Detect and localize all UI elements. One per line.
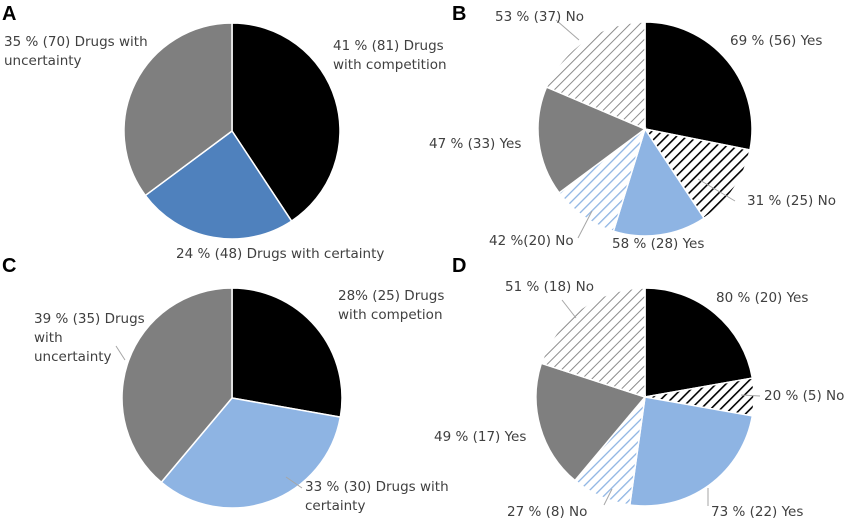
pie-charts: 41 % (81) Drugs with competition 24 % (48)… <box>4 9 844 520</box>
pie-b-label-3: 58 % (28) Yes <box>612 236 704 252</box>
pie-a-slice-2 <box>144 129 293 240</box>
pie-d-slice-5 <box>535 362 647 482</box>
pie-d-label-6-line-1: 51 % (18) No <box>505 279 594 295</box>
pie-d-label-4-line-1: 27 % (8) No <box>507 504 587 520</box>
pie-a-label-3: 35 % (70) Drugs with uncertainty <box>4 34 148 69</box>
pie-a-label-1: 41 % (81) Drugs with competition <box>333 38 447 73</box>
pie-b-label-6: 53 % (37) No <box>495 9 584 25</box>
pie-a-label-3-line-1: 35 % (70) Drugs with <box>4 34 148 50</box>
pie-c-label-3: 39 % (35) Drugs with uncertainty <box>34 311 145 365</box>
pie-d-slice-3 <box>628 396 754 507</box>
pie-b-leader-4 <box>577 210 593 239</box>
pie-c-slice-3 <box>121 287 233 484</box>
pie-c-label-2-line-2: certainty <box>305 498 365 514</box>
pie-b-label-6-line-1: 53 % (37) No <box>495 9 584 25</box>
pie-d-slice-6 <box>540 287 646 399</box>
pie-c-slice-2 <box>160 397 342 509</box>
pie-d-label-2: 20 % (5) No <box>764 388 844 404</box>
pie-b-slice-5 <box>537 86 647 194</box>
pie-b-slice-2 <box>643 127 751 220</box>
panel-letter-c: C <box>2 255 16 277</box>
pie-d-label-1-line-1: 80 % (20) Yes <box>716 290 808 306</box>
pie-d-label-3: 73 % (22) Yes <box>711 504 803 520</box>
pie-b-label-4: 42 %(20) No <box>489 233 574 249</box>
pie-d-label-4: 27 % (8) No <box>507 504 587 520</box>
pie-d-slice-1 <box>644 287 754 398</box>
pie-a-label-1-line-1: 41 % (81) Drugs <box>333 38 444 54</box>
pie-b-label-2: 31 % (25) No <box>747 193 836 209</box>
pie-d-label-3-line-1: 73 % (22) Yes <box>711 504 803 520</box>
pie-c-label-3-line-1: 39 % (35) Drugs <box>34 311 145 327</box>
pie-a-label-2-line-1: 24 % (48) Drugs with certainty <box>176 246 384 262</box>
pie-a-label-2: 24 % (48) Drugs with certainty <box>176 246 384 262</box>
pie-c-label-1: 28% (25) Drugs with competion <box>338 288 444 323</box>
pie-c-label-1-line-1: 28% (25) Drugs <box>338 288 444 304</box>
pie-d-label-5: 49 % (17) Yes <box>434 429 526 445</box>
pie-d-leader-2 <box>740 394 761 397</box>
pie-b-leader-2 <box>697 178 736 202</box>
pie-chart-c: 28% (25) Drugs with competion 33 % (30) Dr… <box>34 287 449 514</box>
panel-letter-a: A <box>2 3 16 25</box>
pie-d-label-6: 51 % (18) No <box>505 279 594 295</box>
pie-b-label-1: 69 % (56) Yes <box>730 33 822 49</box>
pie-a-slice-3 <box>123 22 233 197</box>
pie-d-label-2-line-1: 20 % (5) No <box>764 388 844 404</box>
pie-chart-d: 80 % (20) Yes 20 % (5) No 73 % (22) Yes 27 … <box>434 279 844 520</box>
pie-d-leader-6 <box>561 299 577 319</box>
panel-letter-b: B <box>452 3 466 25</box>
pie-c-label-3-line-2: with <box>34 330 63 346</box>
pie-a-label-1-line-2: with competition <box>333 57 447 73</box>
pie-b-leader-6 <box>555 19 580 41</box>
pie-b-label-5: 47 % (33) Yes <box>429 136 521 152</box>
pie-d-label-5-line-1: 49 % (17) Yes <box>434 429 526 445</box>
pie-chart-a: 41 % (81) Drugs with competition 24 % (48)… <box>4 22 447 262</box>
pie-a-label-3-line-2: uncertainty <box>4 53 82 69</box>
pie-chart-b: 69 % (56) Yes 31 % (25) No 58 % (28) Yes 42… <box>429 9 836 252</box>
pie-c-leader-3 <box>115 345 126 361</box>
pie-c-slice-1 <box>231 287 343 418</box>
pie-b-label-4-line-1: 42 %(20) No <box>489 233 574 249</box>
pie-b-slice-1 <box>644 21 753 151</box>
pie-b-label-3-line-1: 58 % (28) Yes <box>612 236 704 252</box>
pie-d-label-1: 80 % (20) Yes <box>716 290 808 306</box>
pie-d-leader-4 <box>603 488 613 506</box>
pie-c-leader-2 <box>285 476 303 489</box>
pie-b-label-1-line-1: 69 % (56) Yes <box>730 33 822 49</box>
pie-c-label-2: 33 % (30) Drugs with certainty <box>305 479 449 514</box>
pie-b-slice-6 <box>545 21 646 131</box>
pie-c-label-3-line-3: uncertainty <box>34 349 112 365</box>
pie-c-label-1-line-2: with competion <box>338 307 443 323</box>
pie-b-slice-3 <box>612 127 706 237</box>
panel-letter-d: D <box>452 255 466 277</box>
pie-b-label-5-line-1: 47 % (33) Yes <box>429 136 521 152</box>
pie-b-label-2-line-1: 31 % (25) No <box>747 193 836 209</box>
pie-c-label-2-line-1: 33 % (30) Drugs with <box>305 479 449 495</box>
